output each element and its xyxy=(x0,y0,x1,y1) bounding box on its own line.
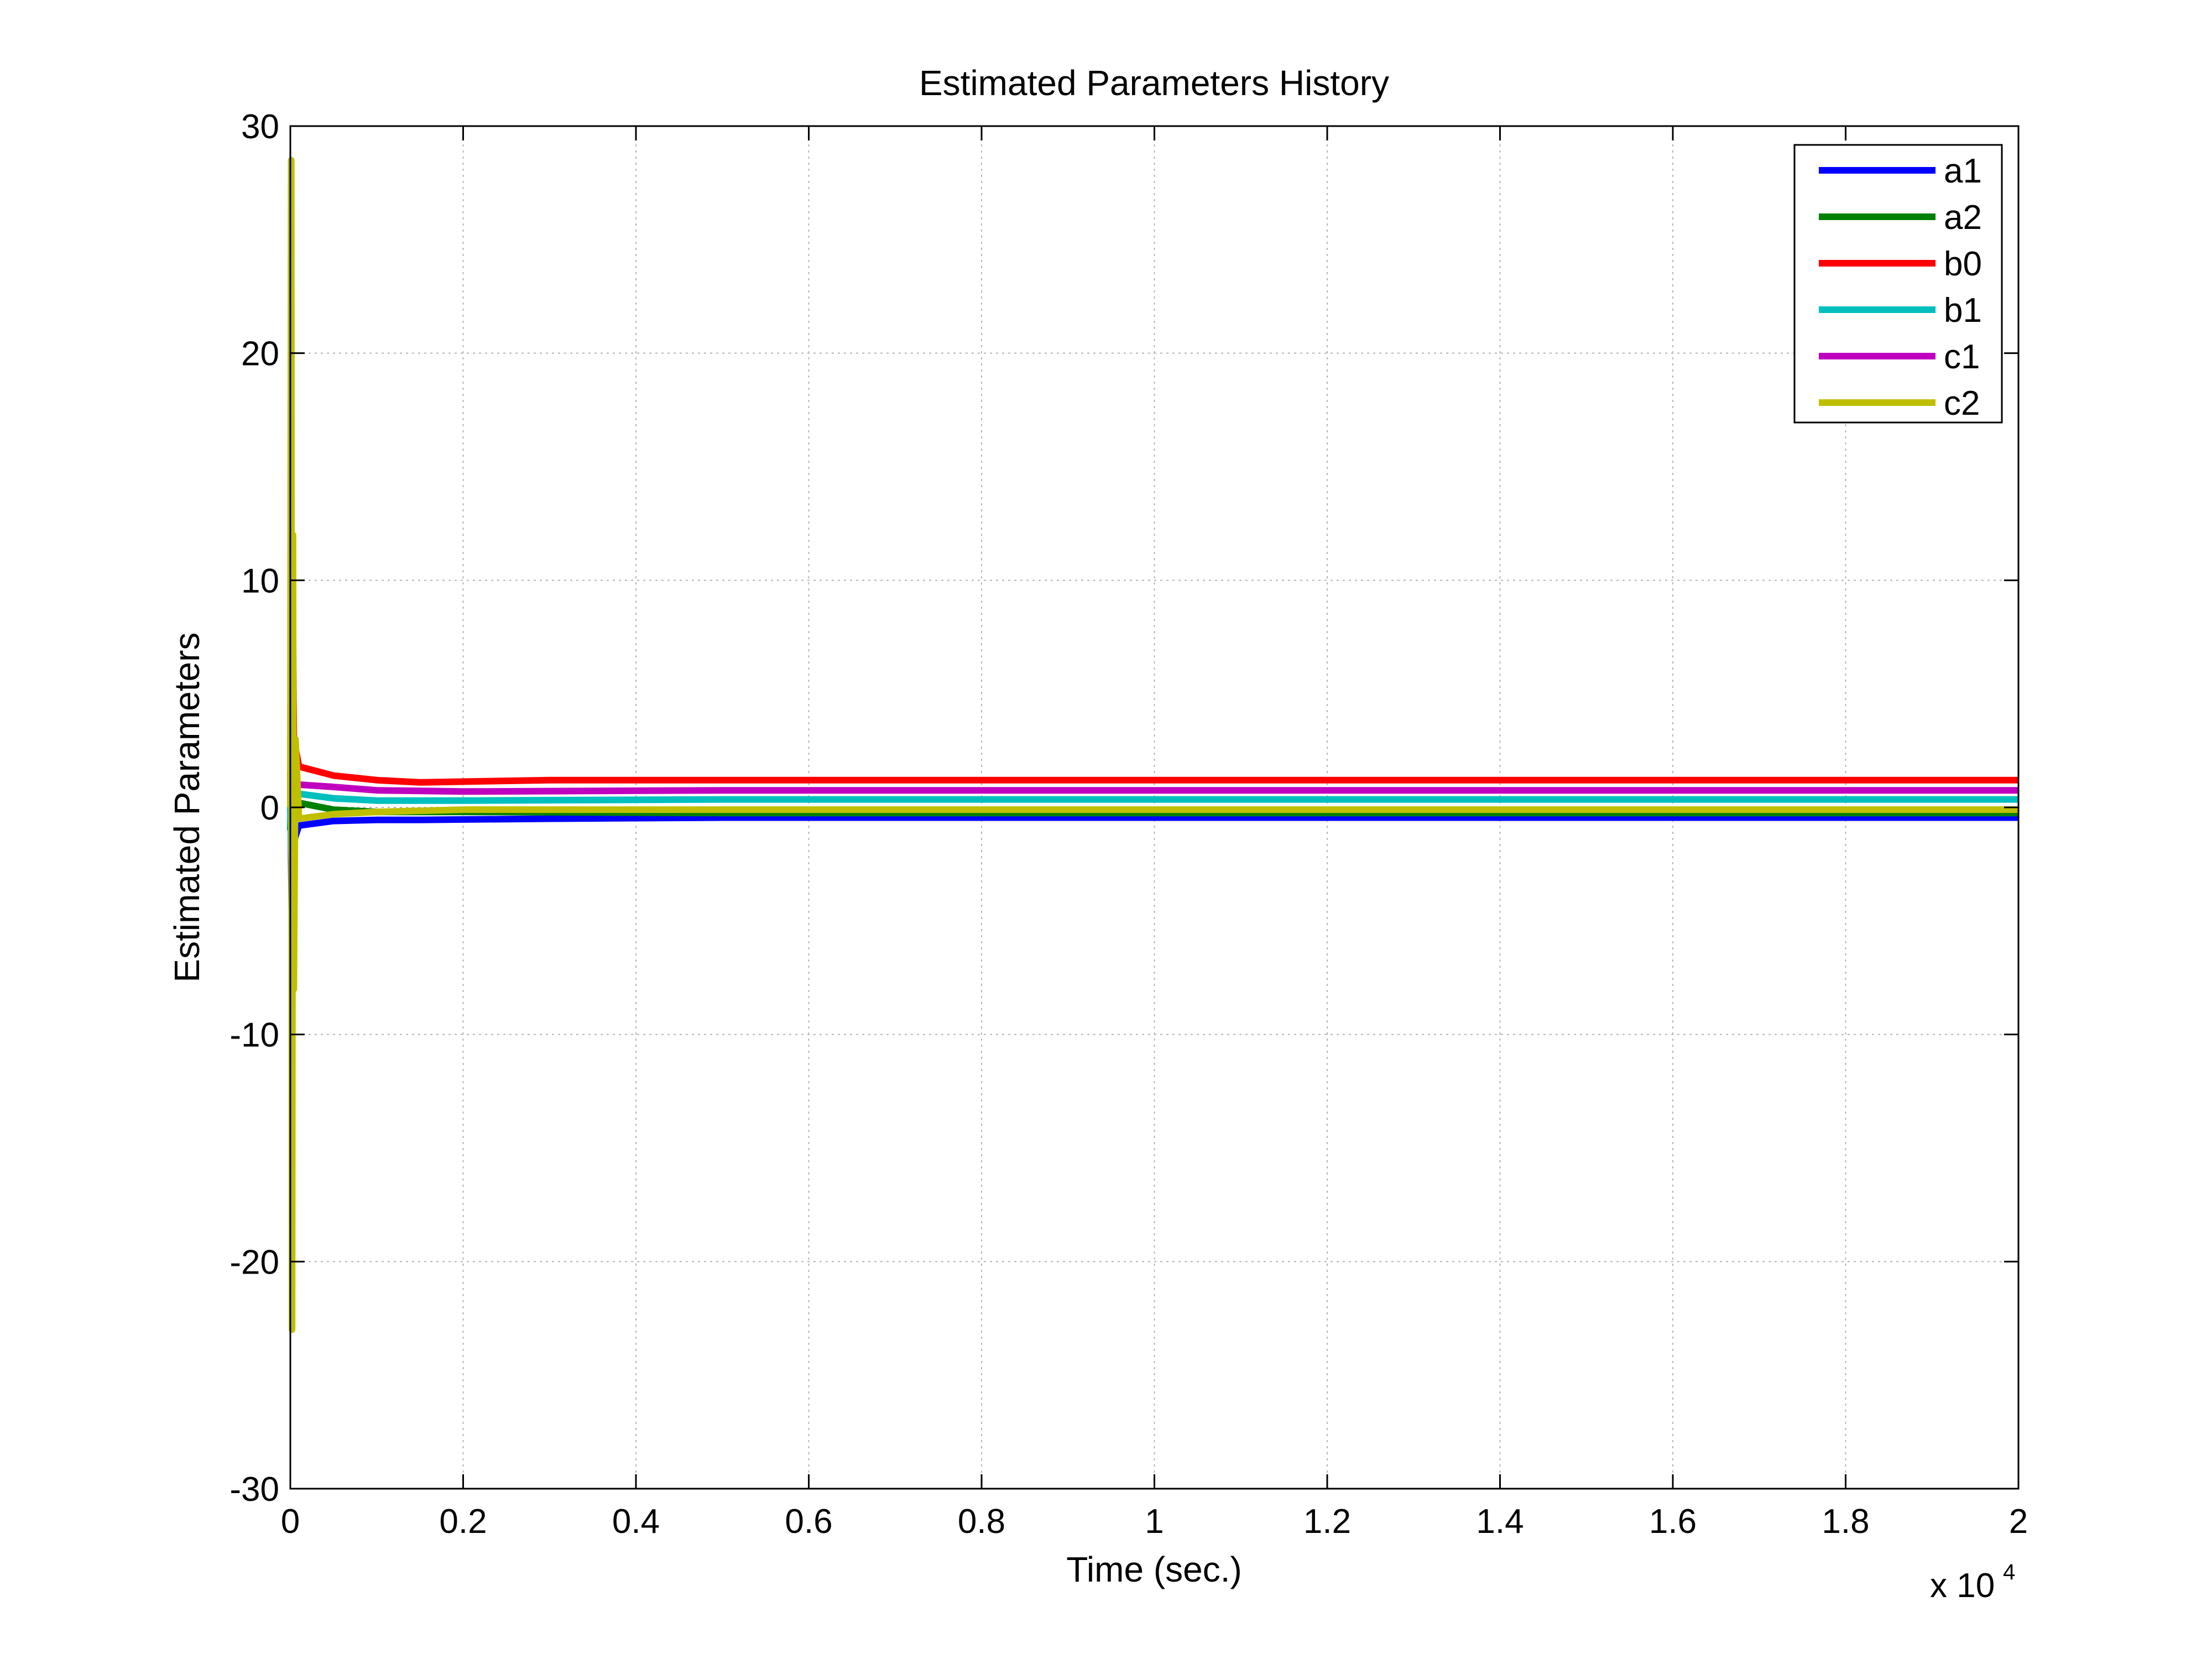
x-axis-label: Time (sec.) xyxy=(1066,1550,1242,1589)
series-layer xyxy=(287,156,2018,1333)
y-tick-label: 20 xyxy=(241,335,279,373)
ticks: 0 0.2 0.4 0.6 0.8 1 1.2 1.4 1.6 1.8 2 -30 -20 -10 0 10 2… xyxy=(229,108,2028,1541)
x-axis-multiplier-exponent: 4 xyxy=(2003,1560,2015,1584)
y-tick-label: 30 xyxy=(241,108,279,146)
y-axis-label: Estimated Parameters xyxy=(167,632,207,982)
legend-label-b0: b0 xyxy=(1944,245,1982,283)
x-tick-label: 1.4 xyxy=(1476,1503,1524,1541)
chart-title: Estimated Parameters History xyxy=(919,63,1389,103)
legend: a1 a2 b0 b1 c1 c2 xyxy=(1793,144,2003,424)
x-tick-label: 0.8 xyxy=(958,1503,1005,1541)
y-tick-label: -20 xyxy=(229,1243,279,1281)
x-tick-label: 0.2 xyxy=(439,1503,487,1541)
y-tick-label: -10 xyxy=(229,1016,279,1055)
legend-label-c1: c1 xyxy=(1944,338,1980,376)
y-tick-label: -30 xyxy=(229,1470,279,1509)
legend-label-a2: a2 xyxy=(1944,199,1982,237)
x-tick-label: 1 xyxy=(1145,1503,1164,1541)
legend-label-a1: a1 xyxy=(1944,152,1982,190)
legend-box xyxy=(1793,144,2003,424)
legend-label-b1: b1 xyxy=(1944,291,1982,330)
y-tick-label: 10 xyxy=(241,562,279,600)
x-axis-multiplier: x 10 xyxy=(1930,1567,1995,1605)
legend-label-c2: c2 xyxy=(1944,384,1980,422)
x-tick-label: 0 xyxy=(281,1503,300,1541)
x-tick-label: 0.4 xyxy=(612,1503,660,1541)
x-tick-label: 1.2 xyxy=(1303,1503,1351,1541)
series-line-c2 xyxy=(287,156,2018,1333)
x-tick-label: 0.6 xyxy=(785,1503,832,1541)
x-tick-label: 2 xyxy=(2009,1503,2028,1541)
x-tick-label: 1.6 xyxy=(1649,1503,1697,1541)
x-tick-label: 1.8 xyxy=(1822,1503,1869,1541)
y-tick-label: 0 xyxy=(260,789,279,827)
